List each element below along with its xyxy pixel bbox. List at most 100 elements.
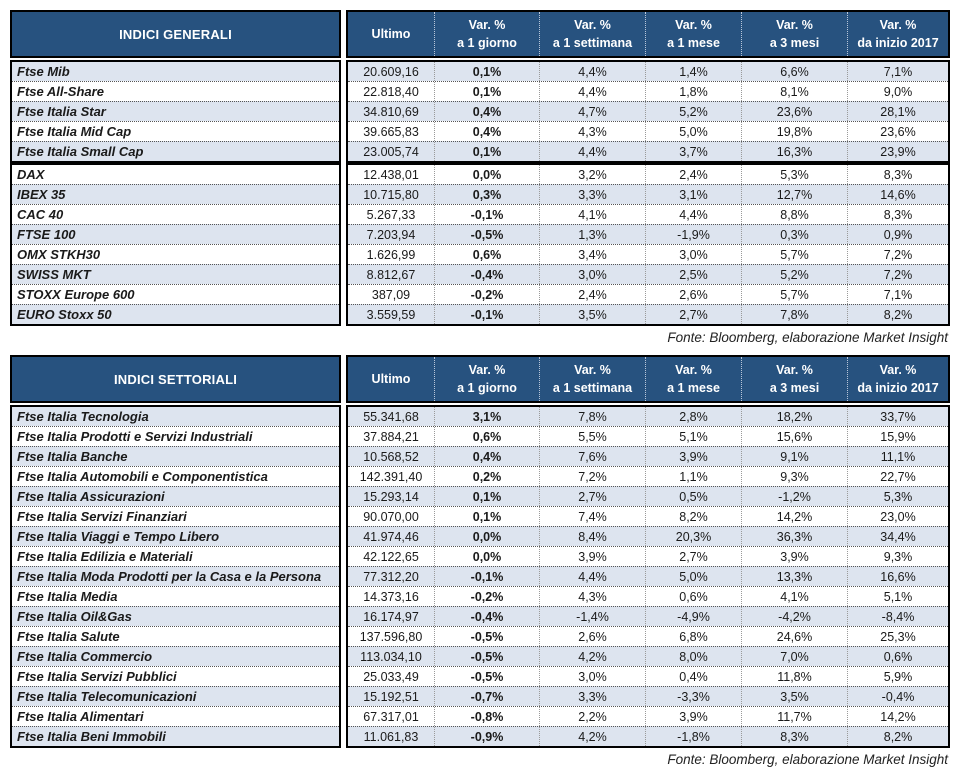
var-value-var-1-settimana: 7,8% xyxy=(539,407,645,426)
row-group: Ftse Italia Tecnologia Ftse Italia Prodot… xyxy=(10,405,950,748)
var-value-var-1-settimana: 3,5% xyxy=(539,305,645,324)
var-value-var-1-giorno: 0,1% xyxy=(434,82,539,101)
var-value-var-da-inizio-2017: 7,2% xyxy=(847,265,948,284)
var-value-var-1-settimana: 3,4% xyxy=(539,245,645,264)
column-header-var-da-inizio-2017: Var. % da inizio 2017 xyxy=(847,12,948,56)
table-row: 90.070,00 0,1% 7,4% 8,2% 14,2% 23,0% xyxy=(348,506,948,526)
var-value-var-1-giorno: 0,0% xyxy=(434,527,539,546)
column-header-ultimo: Ultimo xyxy=(371,26,411,41)
table-row: 11.061,83 -0,9% 4,2% -1,8% 8,3% 8,2% xyxy=(348,726,948,746)
var-value-var-3-mesi: 9,3% xyxy=(741,467,847,486)
var-value-var-da-inizio-2017: 5,3% xyxy=(847,487,948,506)
row-group: DAX IBEX 35 CAC 40 FTSE 100 OMX STKH30 SWISS … xyxy=(10,163,950,326)
index-name: Ftse Italia Moda Prodotti per la Casa e … xyxy=(12,566,339,586)
index-name: Ftse Italia Servizi Finanziari xyxy=(12,506,339,526)
var-value-var-1-mese: 2,4% xyxy=(645,165,741,184)
var-value-var-1-mese: 2,8% xyxy=(645,407,741,426)
var-value-var-1-mese: 1,4% xyxy=(645,62,741,81)
var-value-var-1-settimana: 4,7% xyxy=(539,102,645,121)
var-value-var-1-settimana: 7,6% xyxy=(539,447,645,466)
table-row: 113.034,10 -0,5% 4,2% 8,0% 7,0% 0,6% xyxy=(348,646,948,666)
var-value-var-1-giorno: 0,4% xyxy=(434,122,539,141)
table-row: 77.312,20 -0,1% 4,4% 5,0% 13,3% 16,6% xyxy=(348,566,948,586)
column-header-line2: a 1 giorno xyxy=(457,36,517,50)
var-value-var-1-mese: 3,9% xyxy=(645,447,741,466)
index-name-column: DAX IBEX 35 CAC 40 FTSE 100 OMX STKH30 SWISS … xyxy=(10,163,341,326)
var-value-var-1-mese: 2,7% xyxy=(645,547,741,566)
var-value-var-3-mesi: 6,6% xyxy=(741,62,847,81)
index-name: Ftse Italia Banche xyxy=(12,446,339,466)
table-row: 3.559,59 -0,1% 3,5% 2,7% 7,8% 8,2% xyxy=(348,304,948,324)
table-row: 10.715,80 0,3% 3,3% 3,1% 12,7% 14,6% xyxy=(348,184,948,204)
var-value-var-da-inizio-2017: 8,3% xyxy=(847,165,948,184)
var-value-var-1-mese: 5,1% xyxy=(645,427,741,446)
var-value-var-1-giorno: -0,5% xyxy=(434,647,539,666)
index-name-column: Ftse Mib Ftse All-Share Ftse Italia Star Ft… xyxy=(10,60,341,163)
var-value-var-1-settimana: 7,2% xyxy=(539,467,645,486)
table-row: 142.391,40 0,2% 7,2% 1,1% 9,3% 22,7% xyxy=(348,466,948,486)
table-row: 8.812,67 -0,4% 3,0% 2,5% 5,2% 7,2% xyxy=(348,264,948,284)
var-value-var-1-giorno: 0,4% xyxy=(434,102,539,121)
table-row: 15.192,51 -0,7% 3,3% -3,3% 3,5% -0,4% xyxy=(348,686,948,706)
column-header-var-3-mesi: Var. % a 3 mesi xyxy=(741,12,847,56)
index-name: Ftse Italia Salute xyxy=(12,626,339,646)
index-name: STOXX Europe 600 xyxy=(12,284,339,304)
var-value-var-1-settimana: 3,0% xyxy=(539,265,645,284)
column-header-var-1-giorno: Var. % a 1 giorno xyxy=(434,12,539,56)
index-name: Ftse Italia Prodotti e Servizi Industria… xyxy=(12,426,339,446)
ultimo-value: 55.341,68 xyxy=(363,409,419,424)
var-value-var-da-inizio-2017: 8,3% xyxy=(847,205,948,224)
var-value-var-1-mese: 5,0% xyxy=(645,567,741,586)
table-title: INDICI SETTORIALI xyxy=(10,355,341,403)
var-value-var-3-mesi: 9,1% xyxy=(741,447,847,466)
var-value-var-1-giorno: 0,1% xyxy=(434,142,539,161)
index-name-column: Ftse Italia Tecnologia Ftse Italia Prodot… xyxy=(10,405,341,748)
var-value-var-da-inizio-2017: -0,4% xyxy=(847,687,948,706)
var-value-var-3-mesi: 5,2% xyxy=(741,265,847,284)
index-name: Ftse Italia Servizi Pubblici xyxy=(12,666,339,686)
column-header-line1: Var. % xyxy=(468,17,506,32)
index-name: Ftse All-Share xyxy=(12,81,339,101)
var-value-var-1-giorno: -0,7% xyxy=(434,687,539,706)
ultimo-value: 23.005,74 xyxy=(363,144,419,159)
var-value-var-1-giorno: 0,4% xyxy=(434,447,539,466)
var-value-var-da-inizio-2017: 33,7% xyxy=(847,407,948,426)
ultimo-value: 10.568,52 xyxy=(363,449,419,464)
column-header-var-3-mesi: Var. % a 3 mesi xyxy=(741,357,847,401)
ultimo-value: 41.974,46 xyxy=(363,529,419,544)
table-row: 15.293,14 0,1% 2,7% 0,5% -1,2% 5,3% xyxy=(348,486,948,506)
index-name: Ftse Italia Beni Immobili xyxy=(12,726,339,746)
var-value-var-da-inizio-2017: 8,2% xyxy=(847,305,948,324)
var-value-var-1-giorno: -0,2% xyxy=(434,285,539,304)
var-value-var-1-giorno: 0,3% xyxy=(434,185,539,204)
column-header-line2: da inizio 2017 xyxy=(857,36,939,50)
values-column-block: 20.609,16 0,1% 4,4% 1,4% 6,6% 7,1% 22.818,40 0,… xyxy=(346,60,950,163)
table-row: 39.665,83 0,4% 4,3% 5,0% 19,8% 23,6% xyxy=(348,121,948,141)
index-name: Ftse Italia Automobili e Componentistica xyxy=(12,466,339,486)
var-value-var-1-mese: -1,9% xyxy=(645,225,741,244)
table-row: 387,09 -0,2% 2,4% 2,6% 5,7% 7,1% xyxy=(348,284,948,304)
column-header-line2: a 1 settimana xyxy=(552,381,633,395)
index-name: Ftse Italia Small Cap xyxy=(12,141,339,161)
column-header-var-da-inizio-2017: Var. % da inizio 2017 xyxy=(847,357,948,401)
var-value-var-3-mesi: 18,2% xyxy=(741,407,847,426)
ultimo-value: 15.192,51 xyxy=(363,689,419,704)
var-value-var-1-settimana: 3,2% xyxy=(539,165,645,184)
index-name: Ftse Italia Star xyxy=(12,101,339,121)
ultimo-value: 8.812,67 xyxy=(366,267,416,282)
index-name: Ftse Italia Telecomunicazioni xyxy=(12,686,339,706)
var-value-var-1-mese: 1,1% xyxy=(645,467,741,486)
var-value-var-1-mese: 1,8% xyxy=(645,82,741,101)
var-value-var-1-settimana: 3,9% xyxy=(539,547,645,566)
table-row: 1.626,99 0,6% 3,4% 3,0% 5,7% 7,2% xyxy=(348,244,948,264)
indici-generali-table: INDICI GENERALI Ultimo Var. % a 1 giorno V… xyxy=(10,10,950,353)
index-name: Ftse Italia Assicurazioni xyxy=(12,486,339,506)
var-value-var-1-mese: -1,8% xyxy=(645,727,741,746)
column-header-line1: Var. % xyxy=(574,362,611,377)
values-column-block: 12.438,01 0,0% 3,2% 2,4% 5,3% 8,3% 10.715,80 0,… xyxy=(346,163,950,326)
column-header-line2: a 3 mesi xyxy=(769,381,820,395)
table-row: 137.596,80 -0,5% 2,6% 6,8% 24,6% 25,3% xyxy=(348,626,948,646)
ultimo-value: 1.626,99 xyxy=(366,247,416,262)
column-header-var-1-settimana: Var. % a 1 settimana xyxy=(539,12,645,56)
ultimo-value: 39.665,83 xyxy=(363,124,419,139)
